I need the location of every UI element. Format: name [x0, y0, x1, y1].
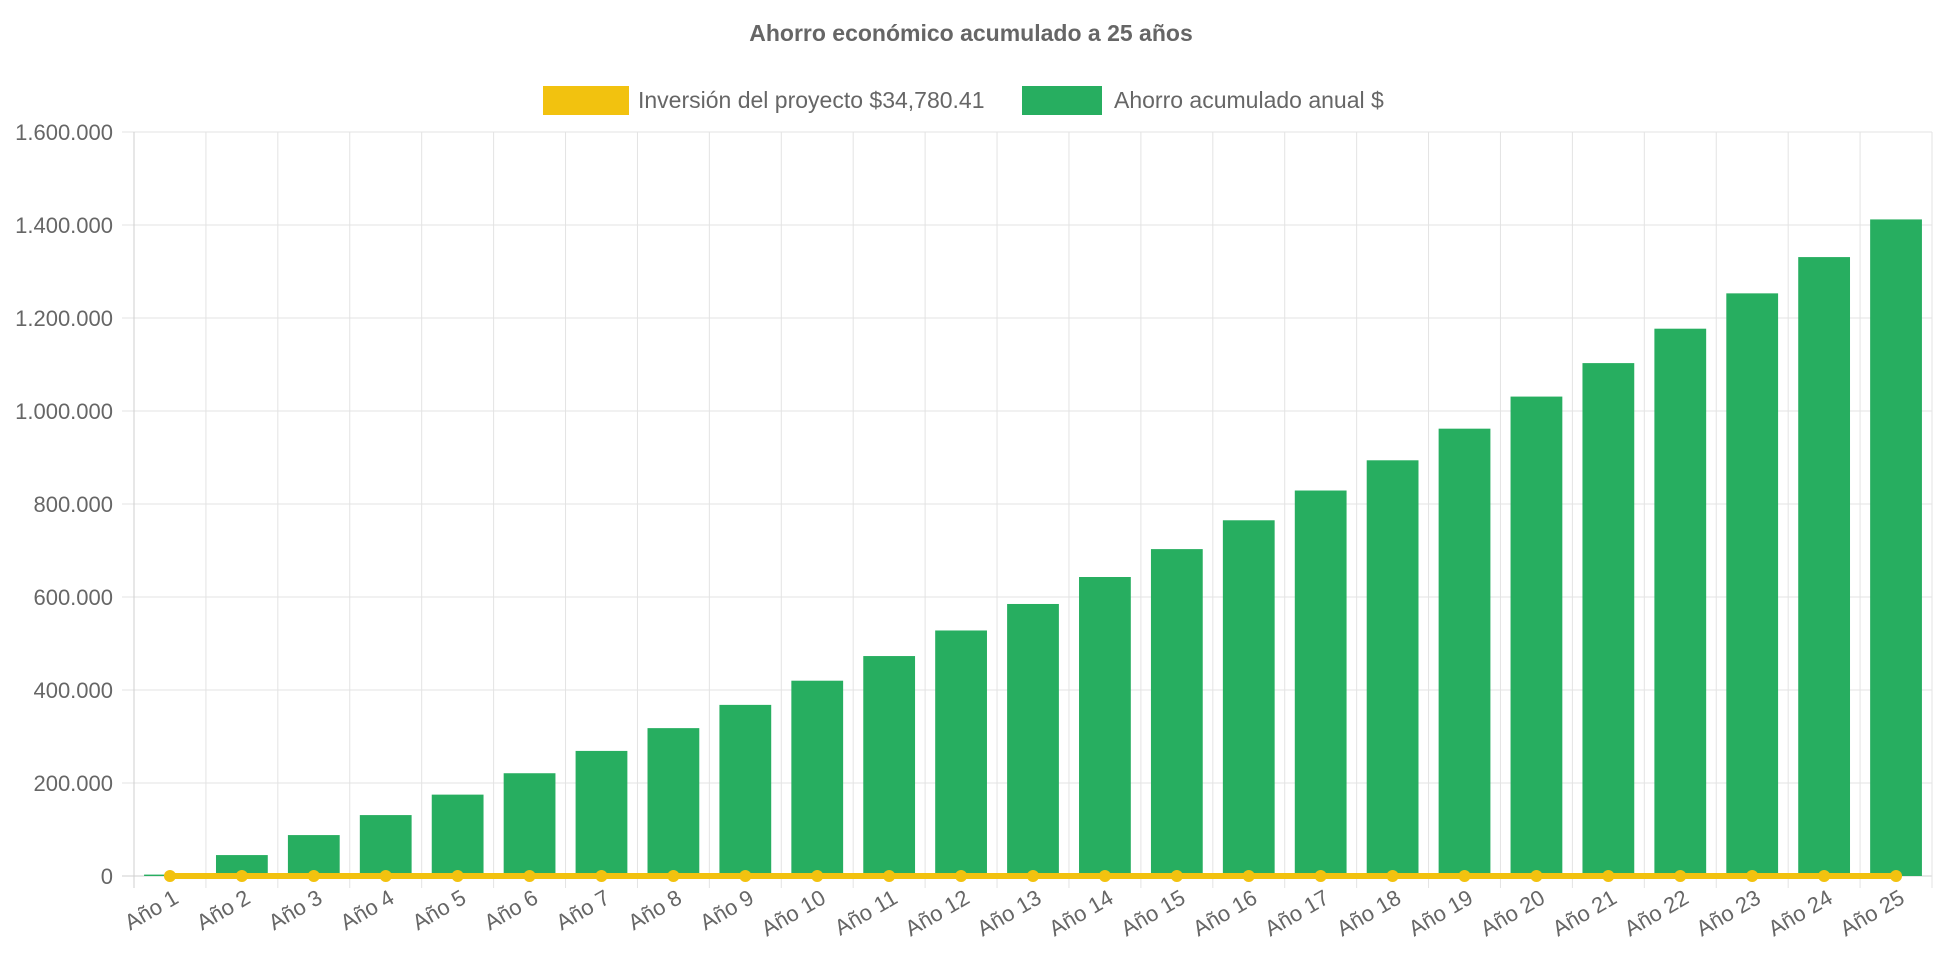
investment-point[interactable]: [1242, 870, 1255, 882]
x-tick-label: Año 8: [624, 885, 686, 935]
investment-point[interactable]: [1746, 870, 1759, 882]
x-tick-label: Año 11: [830, 885, 901, 941]
investment-point[interactable]: [1818, 870, 1831, 882]
savings-bar[interactable]: [1366, 460, 1419, 876]
savings-bar[interactable]: [719, 704, 772, 876]
savings-bar[interactable]: [431, 794, 484, 876]
savings-bar[interactable]: [791, 680, 844, 876]
savings-bar[interactable]: [1222, 520, 1275, 876]
y-axis: 0 200.000 400.000 600.000 800.000 1.000.000 1.…: [15, 120, 113, 889]
investment-point[interactable]: [1890, 870, 1903, 882]
investment-point[interactable]: [739, 870, 752, 882]
x-tick-label: Año 22: [1620, 885, 1693, 942]
investment-point[interactable]: [1458, 870, 1471, 882]
investment-point[interactable]: [1602, 870, 1615, 882]
legend-label-savings: Ahorro acumulado anual $: [1114, 87, 1384, 113]
investment-point[interactable]: [307, 870, 320, 882]
savings-bar[interactable]: [359, 815, 412, 876]
investment-point[interactable]: [811, 870, 824, 882]
x-tick-label: Año 9: [696, 885, 758, 935]
investment-point[interactable]: [1314, 870, 1327, 882]
investment-point[interactable]: [379, 870, 392, 882]
legend-label-investment: Inversión del proyecto $34,780.41: [638, 87, 985, 113]
y-tick-label: 1.400.000: [15, 213, 113, 238]
y-tick-label: 1.200.000: [15, 306, 113, 331]
x-tick-label: Año 2: [192, 885, 254, 935]
legend-swatch-investment: [543, 86, 629, 115]
savings-bar[interactable]: [1438, 428, 1491, 876]
savings-bar[interactable]: [1079, 577, 1131, 876]
legend: Inversión del proyecto $34,780.41 Ahorro…: [543, 86, 1384, 115]
y-tick-label: 800.000: [33, 492, 113, 517]
legend-swatch-savings: [1022, 86, 1102, 115]
savings-bar[interactable]: [647, 728, 700, 876]
x-tick-label: Año 18: [1332, 885, 1405, 942]
savings-bar[interactable]: [1870, 219, 1922, 877]
y-tick-label: 1.000.000: [15, 399, 113, 424]
y-tick-label: 600.000: [33, 585, 113, 610]
x-tick-label: Año 12: [901, 885, 974, 942]
x-tick-label: Año 25: [1836, 885, 1909, 942]
x-tick-label: Año 13: [973, 885, 1046, 942]
investment-point[interactable]: [1674, 870, 1687, 882]
x-tick-label: Año 21: [1548, 885, 1621, 942]
grid: [122, 131, 1933, 888]
x-tick-label: Año 23: [1692, 885, 1765, 942]
savings-bar[interactable]: [1726, 293, 1779, 877]
y-tick-label: 400.000: [33, 678, 113, 703]
investment-point[interactable]: [523, 870, 536, 882]
x-tick-label: Año 15: [1116, 885, 1189, 942]
chart-title: Ahorro económico acumulado a 25 años: [749, 20, 1193, 46]
investment-point[interactable]: [1170, 870, 1183, 882]
investment-point[interactable]: [451, 870, 464, 882]
investment-point[interactable]: [1098, 870, 1111, 882]
savings-bar[interactable]: [1654, 328, 1707, 876]
savings-bar[interactable]: [863, 656, 916, 876]
x-tick-label: Año 3: [264, 885, 326, 935]
line-series: [163, 870, 1903, 882]
legend-item-savings[interactable]: Ahorro acumulado anual $: [1022, 86, 1384, 115]
savings-bar[interactable]: [1150, 549, 1203, 876]
savings-bar[interactable]: [1582, 363, 1635, 877]
x-tick-label: Año 17: [1260, 885, 1333, 942]
investment-point[interactable]: [667, 870, 680, 882]
savings-bar[interactable]: [575, 750, 628, 876]
x-tick-label: Año 20: [1476, 885, 1549, 942]
x-tick-label: Año 7: [552, 885, 614, 935]
y-tick-label: 200.000: [33, 771, 113, 796]
investment-point[interactable]: [1386, 870, 1399, 882]
investment-point[interactable]: [955, 870, 968, 882]
x-tick-label: Año 10: [757, 885, 830, 942]
bar-series: [144, 219, 1922, 877]
investment-point[interactable]: [1530, 870, 1543, 882]
y-tick-label: 1.600.000: [15, 120, 113, 145]
savings-bar[interactable]: [935, 630, 987, 876]
x-axis: Año 1 Año 2 Año 3 Año 4 Año 5 Año 6 Año 7 Año 8…: [120, 885, 1908, 942]
y-tick-label: 0: [101, 864, 113, 889]
investment-point[interactable]: [163, 870, 176, 882]
x-tick-label: Año 16: [1188, 885, 1261, 942]
x-tick-label: Año 5: [408, 885, 470, 935]
x-tick-label: Año 6: [480, 885, 542, 935]
investment-point[interactable]: [235, 870, 248, 882]
investment-point[interactable]: [595, 870, 608, 882]
savings-bar[interactable]: [1798, 257, 1851, 877]
savings-bar[interactable]: [1510, 396, 1563, 876]
savings-bar[interactable]: [287, 835, 340, 876]
savings-bar[interactable]: [1294, 490, 1347, 876]
x-tick-label: Año 24: [1764, 885, 1837, 942]
x-tick-label: Año 1: [120, 885, 182, 935]
savings-bar[interactable]: [503, 773, 556, 876]
legend-item-investment[interactable]: Inversión del proyecto $34,780.41: [543, 86, 985, 115]
x-tick-label: Año 19: [1404, 885, 1477, 942]
savings-bar[interactable]: [1007, 603, 1059, 876]
investment-point[interactable]: [1027, 870, 1039, 882]
x-tick-label: Año 4: [336, 885, 398, 935]
x-tick-label: Año 14: [1045, 885, 1118, 942]
savings-bar[interactable]: [215, 855, 268, 876]
investment-point[interactable]: [883, 870, 896, 882]
